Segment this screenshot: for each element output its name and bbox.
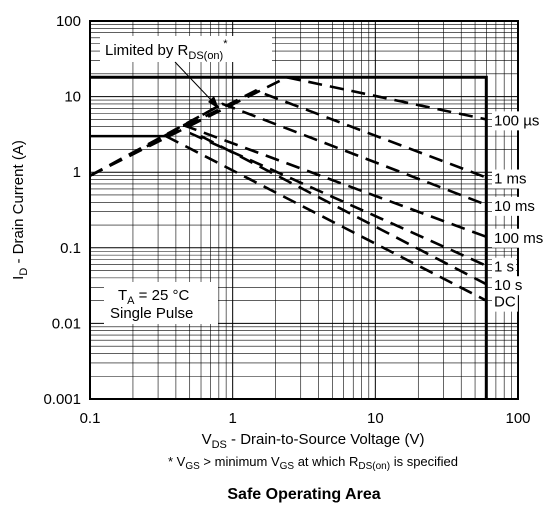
- curve-label-0: 100 µs: [494, 112, 539, 129]
- curve-label-bg: [492, 169, 529, 189]
- fn-mid2: at which R: [294, 454, 358, 469]
- soa-curve-2: [163, 102, 487, 207]
- ylabel-rest: - Drain Current (A): [10, 140, 27, 268]
- limit-arrow-head: [208, 96, 219, 109]
- x-tick-labels: 0.1 1 10 100: [80, 410, 531, 427]
- fn-mid: > minimum V: [200, 454, 280, 469]
- curve-labels: 100 µs 1 ms 10 ms 100 ms 1 s10 sDC: [492, 111, 546, 312]
- cond-t: T: [118, 287, 127, 304]
- svg-text:Limited by RDS(on)*: Limited by RDS(on)*: [105, 38, 228, 62]
- fn-prefix: * V: [168, 454, 186, 469]
- curves-layer: [89, 75, 488, 399]
- soa-curve-4: [189, 131, 487, 267]
- svg-text:TA = 25 °C: TA = 25 °C: [118, 287, 189, 307]
- curve-label-bg: [492, 111, 542, 131]
- limit-sup: *: [223, 38, 228, 50]
- x-axis-title: VDS - Drain-to-Source Voltage (V): [202, 431, 425, 451]
- conditions-annotation: TA = 25 °C Single Pulse: [104, 282, 218, 324]
- soa-curve-3: [182, 123, 487, 239]
- rdson-limit-curve: [89, 102, 224, 177]
- cond-rest: = 25 °C: [135, 287, 190, 304]
- y-axis-title: ID - Drain Current (A): [10, 140, 30, 280]
- y-tick-labels: 100 10 1 0.1 0.01 0.001: [43, 13, 81, 408]
- curve-label-3: 100 ms: [494, 230, 543, 247]
- xlabel-rest: - Drain-to-Source Voltage (V): [227, 431, 425, 448]
- x-tick-label: 100: [505, 410, 530, 427]
- chart-title: Safe Operating Area: [227, 486, 380, 503]
- limit-prefix: Limited by R: [105, 42, 189, 59]
- y-tick-label: 0.001: [43, 391, 81, 408]
- xlabel-main: V: [202, 431, 212, 448]
- fn-sub2: GS: [280, 461, 295, 472]
- y-tick-label: 1: [73, 164, 81, 181]
- cond-sub: A: [127, 295, 135, 307]
- soa-curve-1: [146, 89, 487, 179]
- fn-sub1: GS: [185, 461, 200, 472]
- y-tick-label: 0.01: [52, 315, 81, 332]
- y-tick-label: 10: [64, 89, 81, 106]
- x-tick-label: 10: [367, 410, 384, 427]
- curve-label-bg: [492, 196, 537, 216]
- soa-curve-5: [200, 134, 487, 286]
- x-tick-label: 1: [228, 410, 236, 427]
- curve-label-bg: [492, 228, 546, 248]
- fn-suffix: is specified: [390, 454, 458, 469]
- x-tick-label: 0.1: [80, 410, 101, 427]
- limit-annotation: Limited by RDS(on)*: [100, 36, 272, 109]
- cond-line2: Single Pulse: [110, 305, 193, 322]
- curve-label-2: 10 ms: [494, 198, 535, 215]
- curve-label-bg: [492, 276, 525, 296]
- curve-label-4: 1 s: [494, 259, 514, 276]
- y-tick-label: 100: [56, 13, 81, 30]
- current-voltage-limit-line: [90, 75, 488, 399]
- limit-arrow-line: [174, 61, 214, 103]
- curve-label-bg: [492, 292, 518, 312]
- ylabel-sub: D: [18, 268, 30, 276]
- y-tick-label: 0.1: [60, 240, 81, 257]
- ylabel-main: I: [10, 276, 27, 280]
- limit-sub: DS(on): [188, 50, 223, 62]
- xlabel-sub: DS: [212, 439, 227, 451]
- curve-label-1: 1 ms: [494, 171, 527, 188]
- curve-label-6: DC: [494, 294, 516, 311]
- fn-sub3: DS(on): [358, 461, 390, 472]
- curve-label-bg: [492, 257, 517, 277]
- soa-curve-6: [165, 134, 487, 302]
- curve-label-5: 10 s: [494, 277, 522, 294]
- footnote: * VGS > minimum VGS at which RDS(on) is …: [168, 454, 458, 472]
